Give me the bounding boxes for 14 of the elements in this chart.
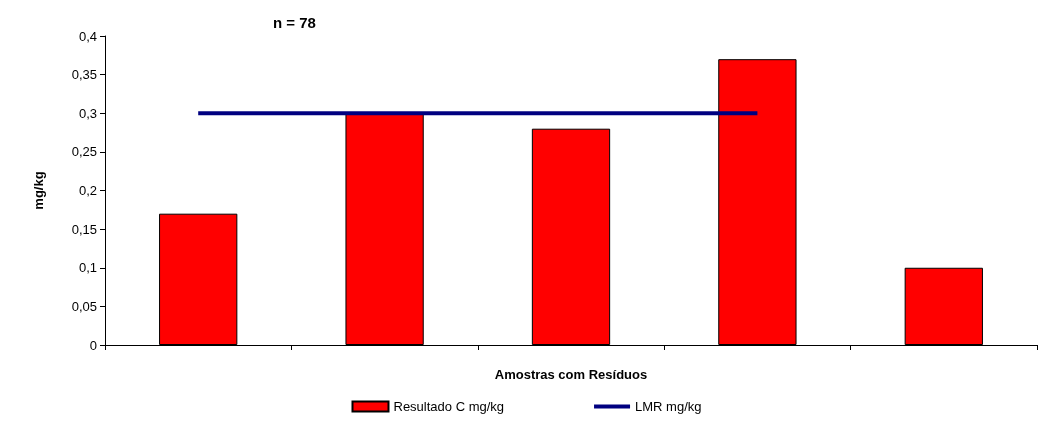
- legend-label: LMR mg/kg: [635, 399, 702, 414]
- y-tick-label: 0,05: [71, 298, 97, 314]
- y-tick-label: 0,4: [78, 28, 97, 44]
- y-tick-label: 0,3: [78, 105, 97, 121]
- y-tick-label: 0,1: [78, 260, 97, 276]
- y-tick-label: 0,15: [71, 221, 97, 237]
- y-tick-label: 0,2: [78, 183, 97, 198]
- x-axis-title: Amostras com Resíduos: [494, 367, 648, 382]
- legend-label: Resultado C mg/kg: [393, 399, 505, 414]
- y-tick-label: 0,35: [71, 67, 97, 83]
- chart-title: n = 78: [273, 14, 316, 31]
- y-axis-title: mg/kg: [31, 171, 46, 210]
- y-tick-label: 0,25: [71, 144, 97, 160]
- y-tick-label: 0: [89, 337, 97, 353]
